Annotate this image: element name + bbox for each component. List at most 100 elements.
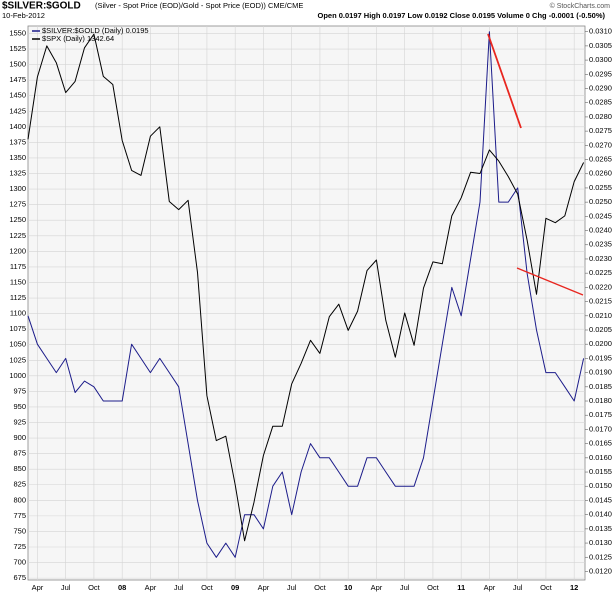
y2-tick-label: 0.0205 — [589, 325, 612, 334]
y-tick-label: 1150 — [10, 277, 26, 286]
x-tick-label: Jul — [174, 583, 184, 592]
series-lines — [27, 31, 585, 558]
y2-tick-label: 0.0160 — [589, 453, 612, 462]
x-tick-label: Apr — [145, 583, 157, 592]
y-tick-label: 1225 — [9, 231, 26, 240]
y2-tick-label: 0.0200 — [589, 339, 612, 348]
y-tick-label: 1525 — [9, 44, 26, 53]
y2-tick-label: 0.0270 — [589, 140, 612, 149]
y-tick-label: 825 — [13, 480, 26, 489]
x-tick-label: Oct — [201, 583, 214, 592]
y2-tick-label: 0.0215 — [589, 297, 612, 306]
y-tick-label: 1425 — [9, 106, 26, 115]
y-tick-label: 1300 — [9, 184, 26, 193]
quote: Open 0.0197 High 0.0197 Low 0.0192 Close… — [318, 11, 606, 20]
y-tick-label: 900 — [13, 433, 26, 442]
y-tick-label: 1000 — [9, 371, 26, 380]
y-tick-label: 975 — [13, 386, 26, 395]
y2-tick-label: 0.0255 — [589, 183, 612, 192]
chart-subtitle: (Silver - Spot Price (EOD)/Gold - Spot P… — [95, 1, 303, 10]
x-tick-label: Oct — [427, 583, 440, 592]
legend-label: $SILVER:$GOLD (Daily) 0.0195 — [42, 26, 149, 35]
y-tick-label: 700 — [13, 558, 26, 567]
grid: 675 700 725 750 775 800 825 850 875 900 925 950 975 1… — [9, 26, 612, 592]
y2-tick-label: 0.0275 — [589, 126, 612, 135]
x-tick-label: 12 — [570, 583, 578, 592]
y2-tick-label: 0.0245 — [589, 211, 612, 220]
legend-label: $SPX (Daily) 1342.64 — [42, 34, 114, 43]
y2-tick-label: 0.0300 — [589, 55, 612, 64]
plot-area — [27, 25, 586, 581]
trend-line — [487, 33, 522, 129]
y2-tick-label: 0.0265 — [589, 155, 612, 164]
y-tick-label: 725 — [13, 542, 26, 551]
y-tick-label: 1550 — [9, 28, 26, 37]
x-tick-label: Apr — [32, 583, 44, 592]
source: © StockCharts.com — [550, 2, 611, 10]
series-line — [27, 31, 585, 558]
y-tick-label: 1375 — [9, 137, 26, 146]
y2-tick-label: 0.0140 — [589, 510, 612, 519]
x-tick-label: Jul — [513, 583, 523, 592]
legend: $SILVER:$GOLD (Daily) 0.0195$SPX (Daily)… — [32, 26, 149, 43]
y2-tick-label: 0.0295 — [589, 69, 612, 78]
y2-tick-label: 0.0310 — [589, 27, 612, 36]
y2-tick-label: 0.0155 — [589, 467, 612, 476]
y-tick-label: 1025 — [9, 355, 26, 364]
y2-tick-label: 0.0145 — [589, 495, 612, 504]
y2-tick-label: 0.0130 — [589, 538, 612, 547]
y-tick-label: 750 — [13, 526, 26, 535]
y2-tick-label: 0.0260 — [589, 169, 612, 178]
y-tick-label: 850 — [13, 464, 26, 473]
y2-tick-label: 0.0125 — [589, 552, 612, 561]
y-tick-label: 1350 — [9, 153, 26, 162]
y2-tick-label: 0.0180 — [589, 396, 612, 405]
y2-tick-label: 0.0185 — [589, 382, 612, 391]
y-tick-label: 1100 — [10, 309, 26, 318]
y2-tick-label: 0.0290 — [589, 83, 612, 92]
y-tick-label: 875 — [13, 449, 26, 458]
y2-tick-label: 0.0195 — [589, 353, 612, 362]
y2-tick-label: 0.0235 — [589, 240, 612, 249]
y2-tick-label: 0.0220 — [589, 282, 612, 291]
y-tick-label: 1400 — [9, 122, 26, 131]
y2-tick-label: 0.0190 — [589, 368, 612, 377]
y-tick-label: 1125 — [10, 293, 26, 302]
y-tick-label: 950 — [13, 402, 26, 411]
y2-tick-label: 0.0165 — [589, 439, 612, 448]
x-tick-label: 08 — [118, 583, 126, 592]
y2-tick-label: 0.0210 — [589, 311, 612, 320]
y-tick-label: 1500 — [9, 60, 26, 69]
x-tick-label: Jul — [400, 583, 410, 592]
x-tick-label: Oct — [540, 583, 553, 592]
y2-tick-label: 0.0135 — [589, 524, 612, 533]
y-tick-label: 1075 — [9, 324, 26, 333]
x-tick-label: Apr — [258, 583, 270, 592]
series-line — [27, 33, 585, 542]
y-tick-label: 1275 — [9, 200, 26, 209]
y2-tick-label: 0.0285 — [589, 98, 612, 107]
y-tick-label: 925 — [13, 417, 26, 426]
trend-line — [516, 267, 584, 296]
x-tick-label: Apr — [371, 583, 383, 592]
y-tick-label: 1175 — [10, 262, 26, 271]
chart-title: $SILVER:$GOLD — [2, 1, 81, 12]
y2-tick-label: 0.0170 — [589, 424, 612, 433]
x-tick-label: 11 — [457, 583, 465, 592]
y-tick-label: 800 — [13, 495, 26, 504]
y-tick-label: 1200 — [9, 246, 26, 255]
y2-tick-label: 0.0230 — [589, 254, 612, 263]
y2-tick-label: 0.0150 — [589, 481, 612, 490]
x-tick-label: Jul — [287, 583, 297, 592]
y-tick-label: 1475 — [9, 75, 26, 84]
x-tick-label: Jul — [61, 583, 71, 592]
y-tick-label: 1450 — [9, 91, 26, 100]
y-tick-label: 775 — [13, 511, 26, 520]
y-tick-label: 675 — [13, 573, 26, 582]
y2-tick-label: 0.0120 — [589, 566, 612, 575]
y-tick-label: 1325 — [9, 169, 26, 178]
chart-date: 10-Feb-2012 — [2, 11, 45, 20]
y2-tick-label: 0.0175 — [589, 410, 612, 419]
